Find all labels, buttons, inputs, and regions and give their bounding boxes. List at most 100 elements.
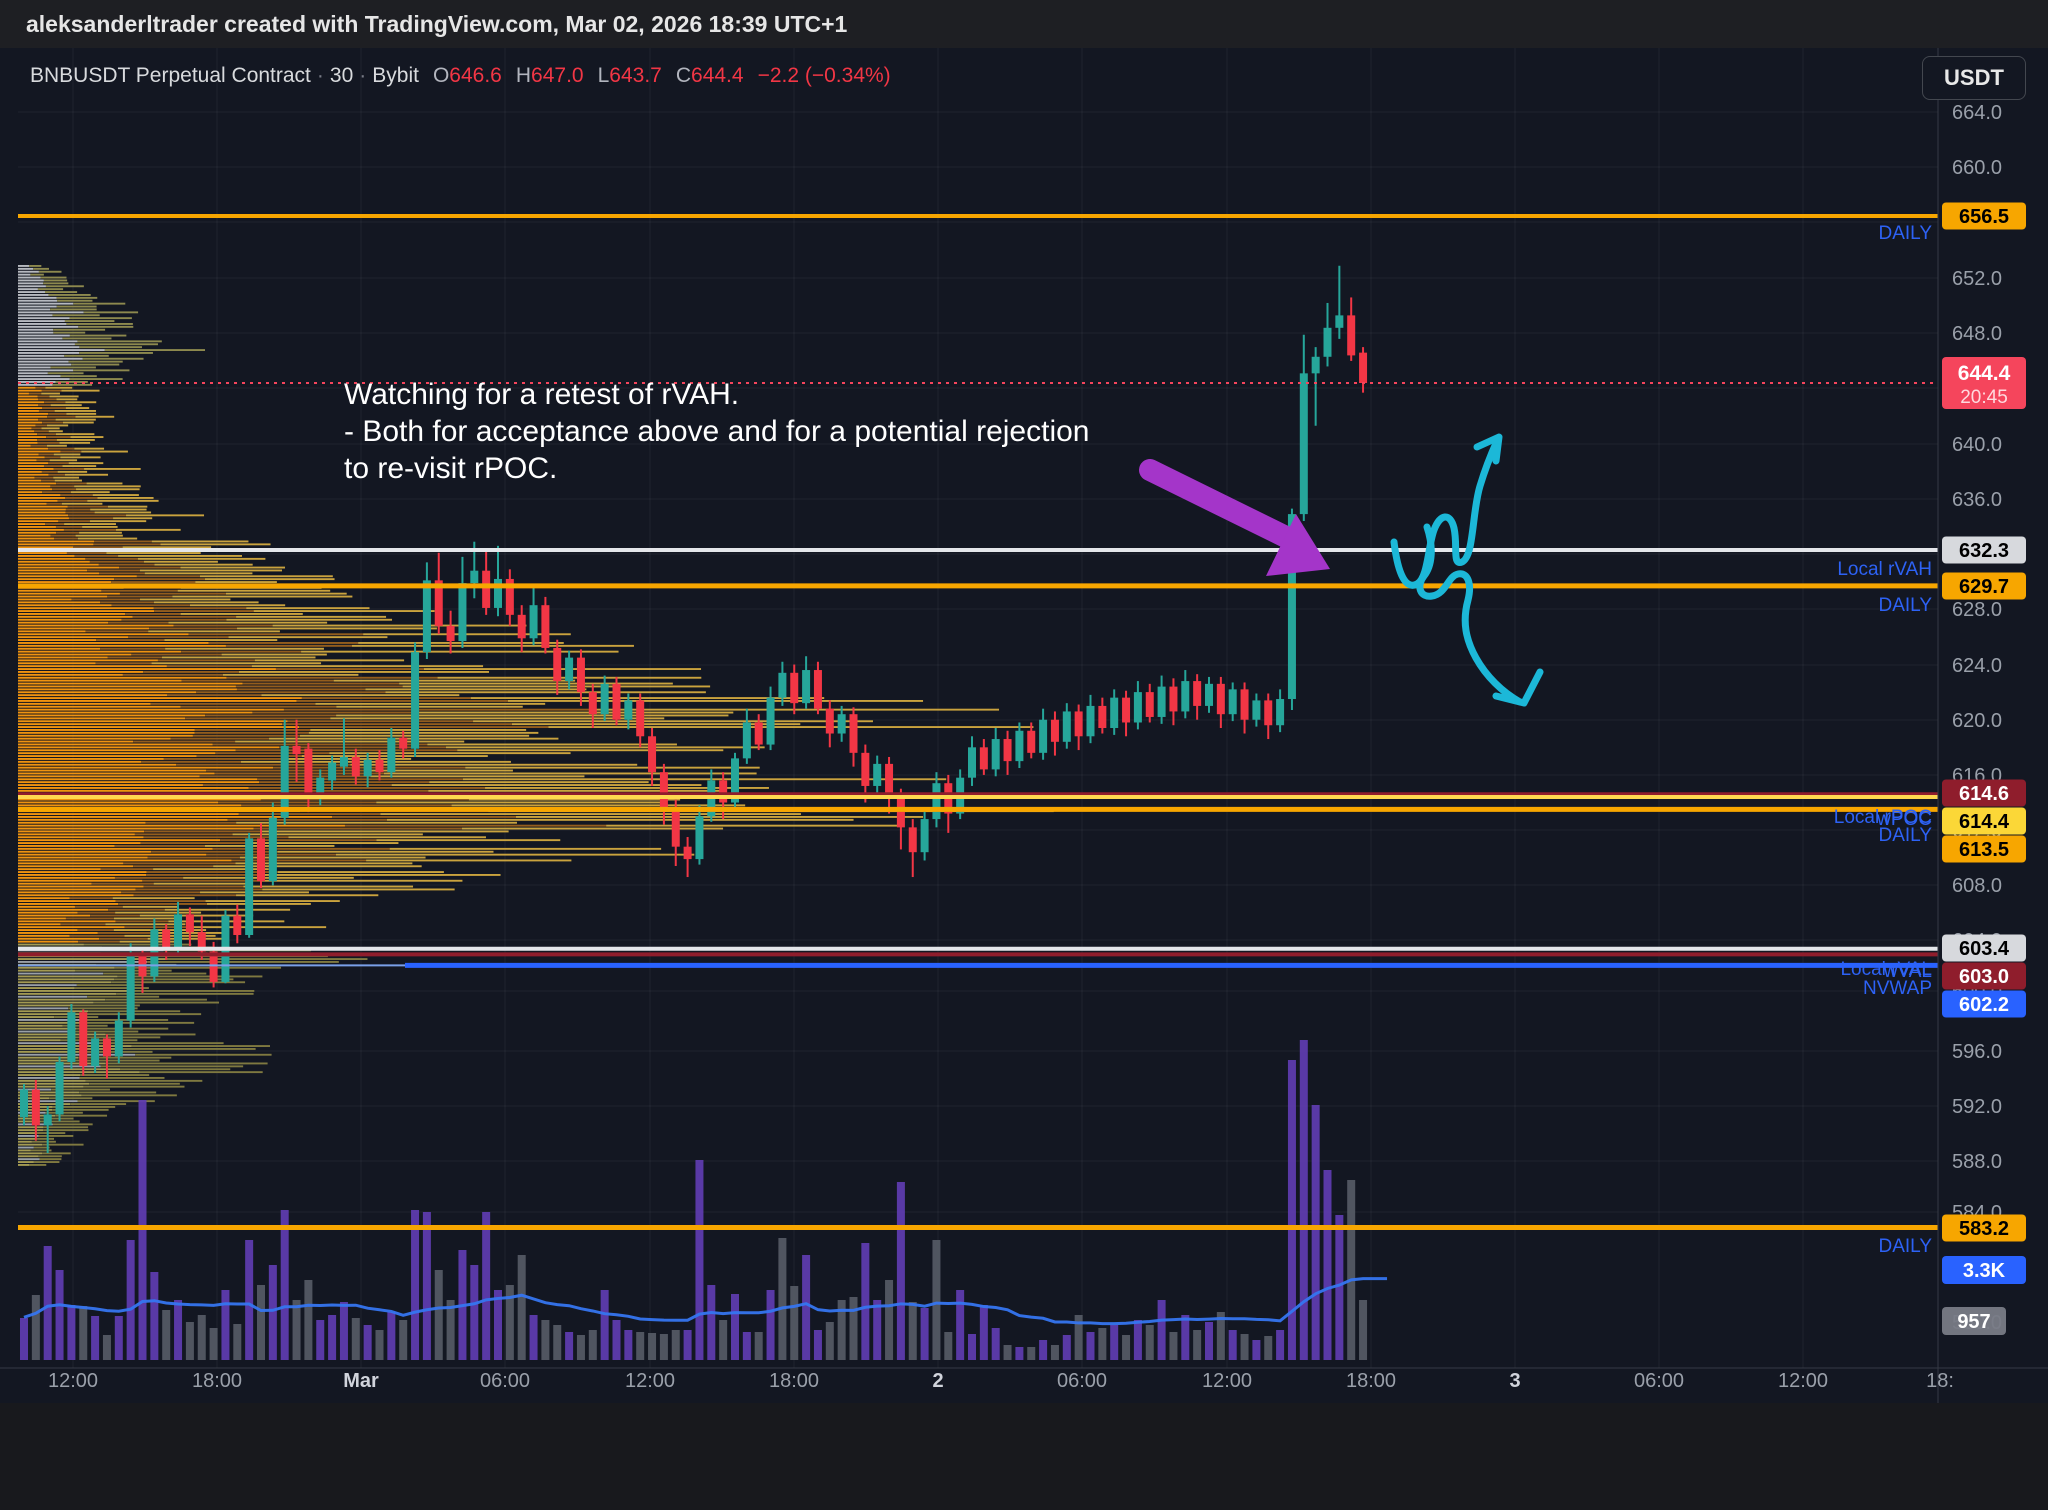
candle <box>387 728 396 778</box>
candle <box>553 639 562 695</box>
volume-bar <box>411 1210 420 1360</box>
svg-text:603.4: 603.4 <box>1959 938 2010 960</box>
candle <box>482 548 491 615</box>
candle <box>920 808 929 861</box>
volume-bar <box>813 1330 822 1360</box>
bottom-strip: TradingView <box>0 1403 2048 1510</box>
candle <box>813 661 822 715</box>
volume-bar <box>162 1310 171 1360</box>
volume-bar <box>55 1270 64 1360</box>
price-label-629.7 <box>1942 572 2026 600</box>
volume-bar <box>375 1330 384 1360</box>
volume-bar <box>790 1286 799 1360</box>
candle <box>624 693 633 730</box>
volume-bar <box>233 1324 242 1360</box>
candle <box>245 832 254 938</box>
annotation-line-3: to re-visit rPOC. <box>344 452 558 485</box>
volume-bar <box>221 1290 230 1360</box>
candle <box>529 587 538 646</box>
volume-bar <box>174 1300 183 1360</box>
price-label-603.0 <box>1942 962 2026 990</box>
time-tick: 12:00 <box>1202 1370 1252 1392</box>
candle <box>1133 681 1142 730</box>
level-tag: DAILY <box>1878 1236 1932 1257</box>
svg-text:614.4: 614.4 <box>1959 811 2010 833</box>
candle <box>304 743 313 813</box>
volume-bar <box>470 1265 479 1360</box>
volume-bar <box>1216 1312 1225 1360</box>
volume-bar <box>553 1325 562 1360</box>
candle <box>742 708 751 764</box>
price-tick: 624.0 <box>1952 655 2002 677</box>
candle <box>339 718 348 775</box>
candle <box>221 910 230 984</box>
currency-toggle-button[interactable]: USDT <box>1922 56 2026 100</box>
volume-bar <box>968 1334 976 1360</box>
level-tag: Local rPOC <box>1834 807 1932 828</box>
candle <box>268 802 277 886</box>
symbol-legend[interactable]: BNBUSDT Perpetual Contract · 30 · Bybit O646.… <box>30 64 891 88</box>
candle <box>494 545 502 617</box>
price-tick: 588.0 <box>1952 1151 2002 1173</box>
candle <box>1145 683 1154 723</box>
volume-bar <box>671 1330 680 1360</box>
candle <box>1228 682 1237 722</box>
price-tick: 660.0 <box>1952 157 2002 179</box>
candle <box>67 1004 76 1069</box>
volume-bar <box>245 1240 254 1360</box>
time-tick: 06:00 <box>480 1370 530 1392</box>
volume-bar <box>1050 1345 1059 1360</box>
volume-bar <box>257 1285 265 1360</box>
symbol-title: BNBUSDT Perpetual Contract <box>30 64 311 87</box>
purple-arrow-head[interactable] <box>1266 514 1330 576</box>
volume-bar <box>754 1332 763 1360</box>
volume-bar <box>719 1320 728 1360</box>
purple-arrow-shaft[interactable] <box>1139 459 1305 552</box>
volume-bar <box>387 1312 396 1360</box>
candle <box>55 1056 64 1122</box>
candle <box>351 748 360 785</box>
candle <box>541 596 550 654</box>
candle <box>825 700 834 748</box>
time-tick: 12:00 <box>1778 1370 1828 1392</box>
level-tag: Local rVAH <box>1837 559 1932 580</box>
candle <box>174 901 183 955</box>
volume-bar <box>1323 1170 1332 1360</box>
volume-bar <box>446 1300 455 1360</box>
volume-bar <box>1264 1336 1273 1360</box>
volume-ma-label <box>1942 1256 2026 1284</box>
volume-bar <box>31 1295 40 1360</box>
cyan-up-arrowhead[interactable] <box>1473 433 1503 465</box>
price-levels[interactable] <box>18 214 1938 1231</box>
volume-bar <box>20 1318 28 1360</box>
volume-bar <box>612 1320 621 1360</box>
candle <box>1050 711 1059 756</box>
candle <box>31 1079 40 1141</box>
volume-bar <box>802 1255 811 1360</box>
volume-bar <box>731 1294 739 1360</box>
volume-bar <box>837 1300 846 1360</box>
text-annotation[interactable]: Watching for a retest of rVAH. - Both fo… <box>344 376 1089 487</box>
volume-bar <box>328 1315 337 1360</box>
price-tick: 648.0 <box>1952 323 2002 345</box>
time-tick: 18:00 <box>769 1370 819 1392</box>
time-tick: 06:00 <box>1057 1370 1107 1392</box>
volume-bar <box>1039 1340 1048 1360</box>
volume-bar <box>991 1328 1000 1360</box>
cyan-down-arrowhead[interactable] <box>1492 668 1544 707</box>
drawing-annotations[interactable] <box>1139 433 1544 707</box>
price-axis[interactable]: 664.0660.0656.0652.0648.0644.0640.0636.0… <box>0 48 2048 1403</box>
volume-bar <box>742 1332 751 1360</box>
candle <box>1264 693 1273 740</box>
price-tick: 628.0 <box>1952 599 2002 621</box>
cyan-squiggle-down[interactable] <box>1416 523 1524 706</box>
candle <box>446 610 455 654</box>
candle <box>648 728 657 786</box>
volume-bar <box>150 1272 159 1360</box>
volume-bar <box>280 1210 289 1360</box>
candle <box>1335 265 1344 339</box>
time-axis[interactable]: 12:00 18:00 Mar 06:00 12:00 18:00 2 06:00 12:00 1… <box>48 1370 1954 1392</box>
volume-bar <box>185 1322 194 1360</box>
volume-bar <box>268 1265 277 1360</box>
